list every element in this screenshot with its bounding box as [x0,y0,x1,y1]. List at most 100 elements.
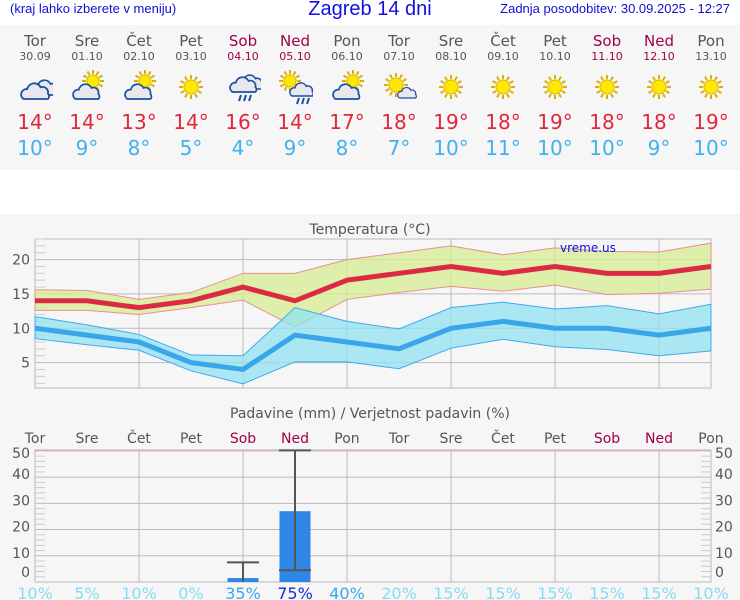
day-name: Čet [126,32,152,50]
day-column: Pet 10.10 19° 10° [529,25,581,161]
day-name: Sre [438,32,464,50]
min-temp: 10° [17,136,53,160]
min-temp: 10° [693,136,729,160]
day-column: Tor 30.09 14° 10° [9,25,61,161]
min-temp: 9° [283,136,307,160]
x-tick-label: Sob [230,431,256,447]
x-tick-label: Tor [24,431,46,447]
x-tick-label: Sob [594,431,620,447]
location-hint: (kraj lahko izberete v meniju) [10,1,177,16]
y-tick-label-right: 0 [715,565,724,581]
y-tick-label-left: 0 [21,565,30,581]
max-temp: 18° [485,110,521,134]
x-tick-label: Sre [440,431,463,447]
x-tick-label: Pon [698,431,723,447]
forecast-charts: Temperatura (°C) 5 10 15 20 vreme.us Padavine … [12,222,733,600]
partly-cloudy-icon [61,69,113,105]
y-tick-label-right: 30 [715,493,733,509]
day-column: Pon 06.10 17° 8° [321,25,373,161]
day-date: 04.10 [227,50,259,63]
day-column: Pet 03.10 14° 5° [165,25,217,161]
sun-icon [581,69,633,105]
day-name: Sob [228,32,258,50]
max-temp: 17° [329,110,365,134]
cloud-rain-icon [217,69,269,105]
page-title: Zagreb 14 dni [308,0,432,20]
day-date: 08.10 [435,50,467,63]
sun-icon [477,69,529,105]
min-temp: 9° [75,136,99,160]
max-temp: 16° [225,110,261,134]
day-date: 01.10 [71,50,103,63]
cloudy-icon [9,69,61,105]
min-temp: 10° [589,136,625,160]
max-temp-line [35,263,712,311]
last-updated: Zadnja posodobitev: 30.09.2025 - 12:27 [500,1,730,16]
day-column: Sre 08.10 19° 10° [425,25,477,161]
day-date: 09.10 [487,50,519,63]
precip-probability: 20% [381,584,417,600]
day-name: Sre [74,32,100,50]
precip-probability: 75% [277,584,313,600]
day-name: Tor [388,32,410,50]
x-tick-label: Sre [76,431,99,447]
day-column: Čet 02.10 13° 8° [113,25,165,161]
day-name: Pet [179,32,203,50]
y-tick-label-right: 40 [715,467,733,483]
daily-forecast: Tor 30.09 14° 10° Sre 01.10 14° 9° Čet 02.… [0,25,740,170]
y-tick-label-right: 20 [715,520,733,536]
y-tick-label: 15 [12,287,30,303]
day-date: 06.10 [331,50,363,63]
temp-chart-title: Temperatura (°C) [308,222,430,238]
max-temp: 14° [17,110,53,134]
sun-icon [633,69,685,105]
sun-icon [165,69,217,105]
precip-chart-title: Padavine (mm) / Verjetnost padavin (%) [230,406,510,422]
max-temp: 19° [693,110,729,134]
precip-probability: 15% [433,584,469,600]
min-temp: 10° [537,136,573,160]
mostly-sunny-icon [373,69,425,105]
day-date: 05.10 [279,50,311,63]
precip-probability: 5% [74,584,99,600]
day-name: Tor [24,32,46,50]
day-name: Pon [697,32,725,50]
max-temp: 18° [641,110,677,134]
y-tick-label-right: 50 [715,446,733,462]
precip-probability: 15% [485,584,521,600]
precip-probability: 15% [589,584,625,600]
y-tick-label-right: 10 [715,546,733,562]
max-temp: 13° [121,110,157,134]
y-tick-label-left: 10 [12,546,30,562]
day-column: Sob 11.10 18° 10° [581,25,633,161]
max-temp: 18° [381,110,417,134]
day-name: Sob [592,32,622,50]
day-name: Ned [280,32,310,50]
x-tick-label: Čet [491,429,515,447]
x-tick-label: Ned [281,431,309,447]
precip-probability: 15% [641,584,677,600]
sun-icon [425,69,477,105]
day-date: 07.10 [383,50,415,63]
day-date: 13.10 [695,50,727,63]
day-date: 03.10 [175,50,207,63]
y-tick-label: 20 [12,253,30,269]
day-column: Tor 07.10 18° 7° [373,25,425,161]
x-tick-label: Pet [180,431,203,447]
min-temp: 4° [231,136,255,160]
sun-icon [529,69,581,105]
day-name: Ned [644,32,674,50]
precip-probability: 10% [693,584,729,600]
min-temp: 8° [335,136,359,160]
max-temp: 14° [277,110,313,134]
max-temp: 19° [433,110,469,134]
day-column: Čet 09.10 18° 11° [477,25,529,161]
precip-probability: 10% [121,584,157,600]
min-temp: 7° [387,136,411,160]
y-tick-label: 10 [12,321,30,337]
min-temp: 10° [433,136,469,160]
partly-cloudy-icon [113,69,165,105]
precip-probability: 10% [17,584,53,600]
min-temp: 8° [127,136,151,160]
min-temp-line [34,318,712,373]
